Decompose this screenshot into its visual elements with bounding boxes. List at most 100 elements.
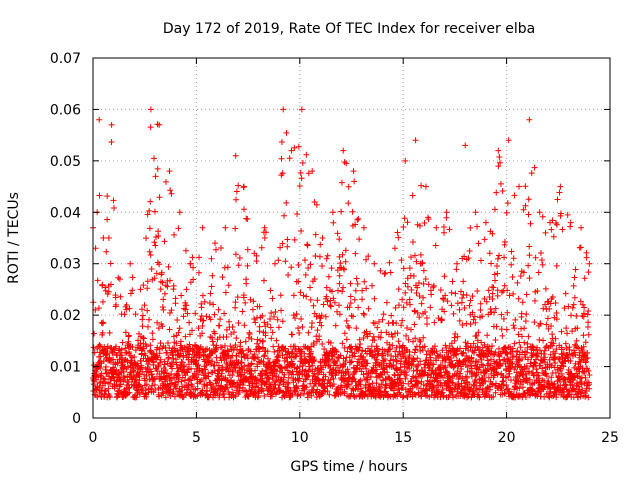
- data-point: [350, 371, 357, 378]
- data-point: [475, 240, 482, 247]
- data-point: [491, 271, 498, 278]
- data-point: [415, 361, 422, 368]
- data-point: [419, 259, 426, 266]
- data-point-peak: [137, 286, 144, 293]
- data-point: [570, 282, 577, 289]
- x-axis-label: GPS time / hours: [290, 459, 407, 475]
- data-point: [293, 353, 300, 360]
- data-point: [125, 385, 132, 392]
- data-point-peak: [298, 106, 305, 113]
- data-point: [141, 302, 148, 309]
- data-point: [387, 345, 394, 352]
- data-point: [104, 216, 111, 223]
- data-point: [552, 335, 559, 342]
- data-point: [373, 356, 380, 363]
- data-point: [156, 194, 163, 201]
- data-point: [509, 360, 516, 367]
- data-point: [218, 344, 225, 351]
- data-point: [531, 319, 538, 326]
- data-point: [386, 259, 393, 266]
- data-point: [536, 375, 543, 382]
- data-point: [460, 278, 467, 285]
- data-point: [393, 357, 400, 364]
- data-point: [121, 311, 128, 318]
- data-point: [563, 345, 570, 352]
- data-point: [323, 284, 330, 291]
- data-point: [150, 376, 157, 383]
- data-point: [318, 312, 325, 319]
- data-point: [430, 383, 437, 390]
- data-point: [254, 394, 261, 401]
- data-point: [549, 293, 556, 300]
- data-point: [182, 247, 189, 254]
- data-point: [365, 253, 372, 260]
- data-point: [293, 310, 300, 317]
- data-point: [449, 380, 456, 387]
- data-point: [434, 377, 441, 384]
- data-point: [365, 305, 372, 312]
- data-point: [196, 254, 203, 261]
- data-point: [189, 327, 196, 334]
- data-point: [225, 282, 232, 289]
- data-point: [533, 366, 540, 373]
- data-point: [232, 341, 239, 348]
- data-point: [295, 262, 302, 269]
- data-point: [284, 384, 291, 391]
- data-point: [102, 363, 109, 370]
- data-point: [230, 329, 237, 336]
- data-point: [353, 275, 360, 282]
- data-point: [298, 315, 305, 322]
- data-point: [149, 382, 156, 389]
- data-point: [345, 183, 352, 190]
- data-point: [212, 345, 219, 352]
- data-point: [360, 371, 367, 378]
- data-point: [380, 365, 387, 372]
- data-point: [425, 371, 432, 378]
- data-point: [418, 378, 425, 385]
- data-point: [126, 389, 133, 396]
- data-point: [441, 308, 448, 315]
- data-point: [174, 371, 181, 378]
- data-point: [334, 358, 341, 365]
- data-point: [279, 318, 286, 325]
- data-point: [556, 189, 563, 196]
- data-point: [293, 382, 300, 389]
- data-point: [186, 351, 193, 358]
- data-point-peak: [199, 224, 206, 231]
- data-point: [492, 305, 499, 312]
- data-point: [483, 298, 490, 305]
- data-point: [403, 372, 410, 379]
- data-point: [215, 306, 222, 313]
- data-point: [578, 381, 585, 388]
- data-point: [436, 373, 443, 380]
- data-point: [556, 376, 563, 383]
- data-point: [474, 343, 481, 350]
- data-point: [511, 325, 518, 332]
- data-point: [254, 336, 261, 343]
- data-point: [579, 387, 586, 394]
- data-point: [97, 379, 104, 386]
- data-point: [159, 304, 166, 310]
- data-point: [168, 371, 175, 378]
- data-point: [224, 347, 231, 354]
- data-point: [377, 334, 384, 341]
- data-point: [452, 290, 459, 297]
- data-point: [400, 304, 407, 311]
- data-point: [296, 363, 303, 370]
- data-point: [190, 264, 197, 271]
- data-point: [235, 320, 242, 327]
- data-point: [467, 343, 474, 350]
- data-point: [254, 363, 261, 370]
- data-point: [444, 298, 451, 305]
- x-tick-label: 15: [394, 430, 412, 446]
- data-points: [90, 106, 593, 401]
- data-point: [168, 190, 175, 197]
- data-point: [343, 160, 350, 167]
- data-point: [117, 381, 124, 388]
- data-point: [97, 343, 104, 350]
- data-point: [172, 295, 179, 302]
- data-point: [305, 329, 312, 336]
- data-point: [278, 365, 285, 372]
- data-point: [513, 369, 520, 376]
- data-point: [416, 314, 423, 321]
